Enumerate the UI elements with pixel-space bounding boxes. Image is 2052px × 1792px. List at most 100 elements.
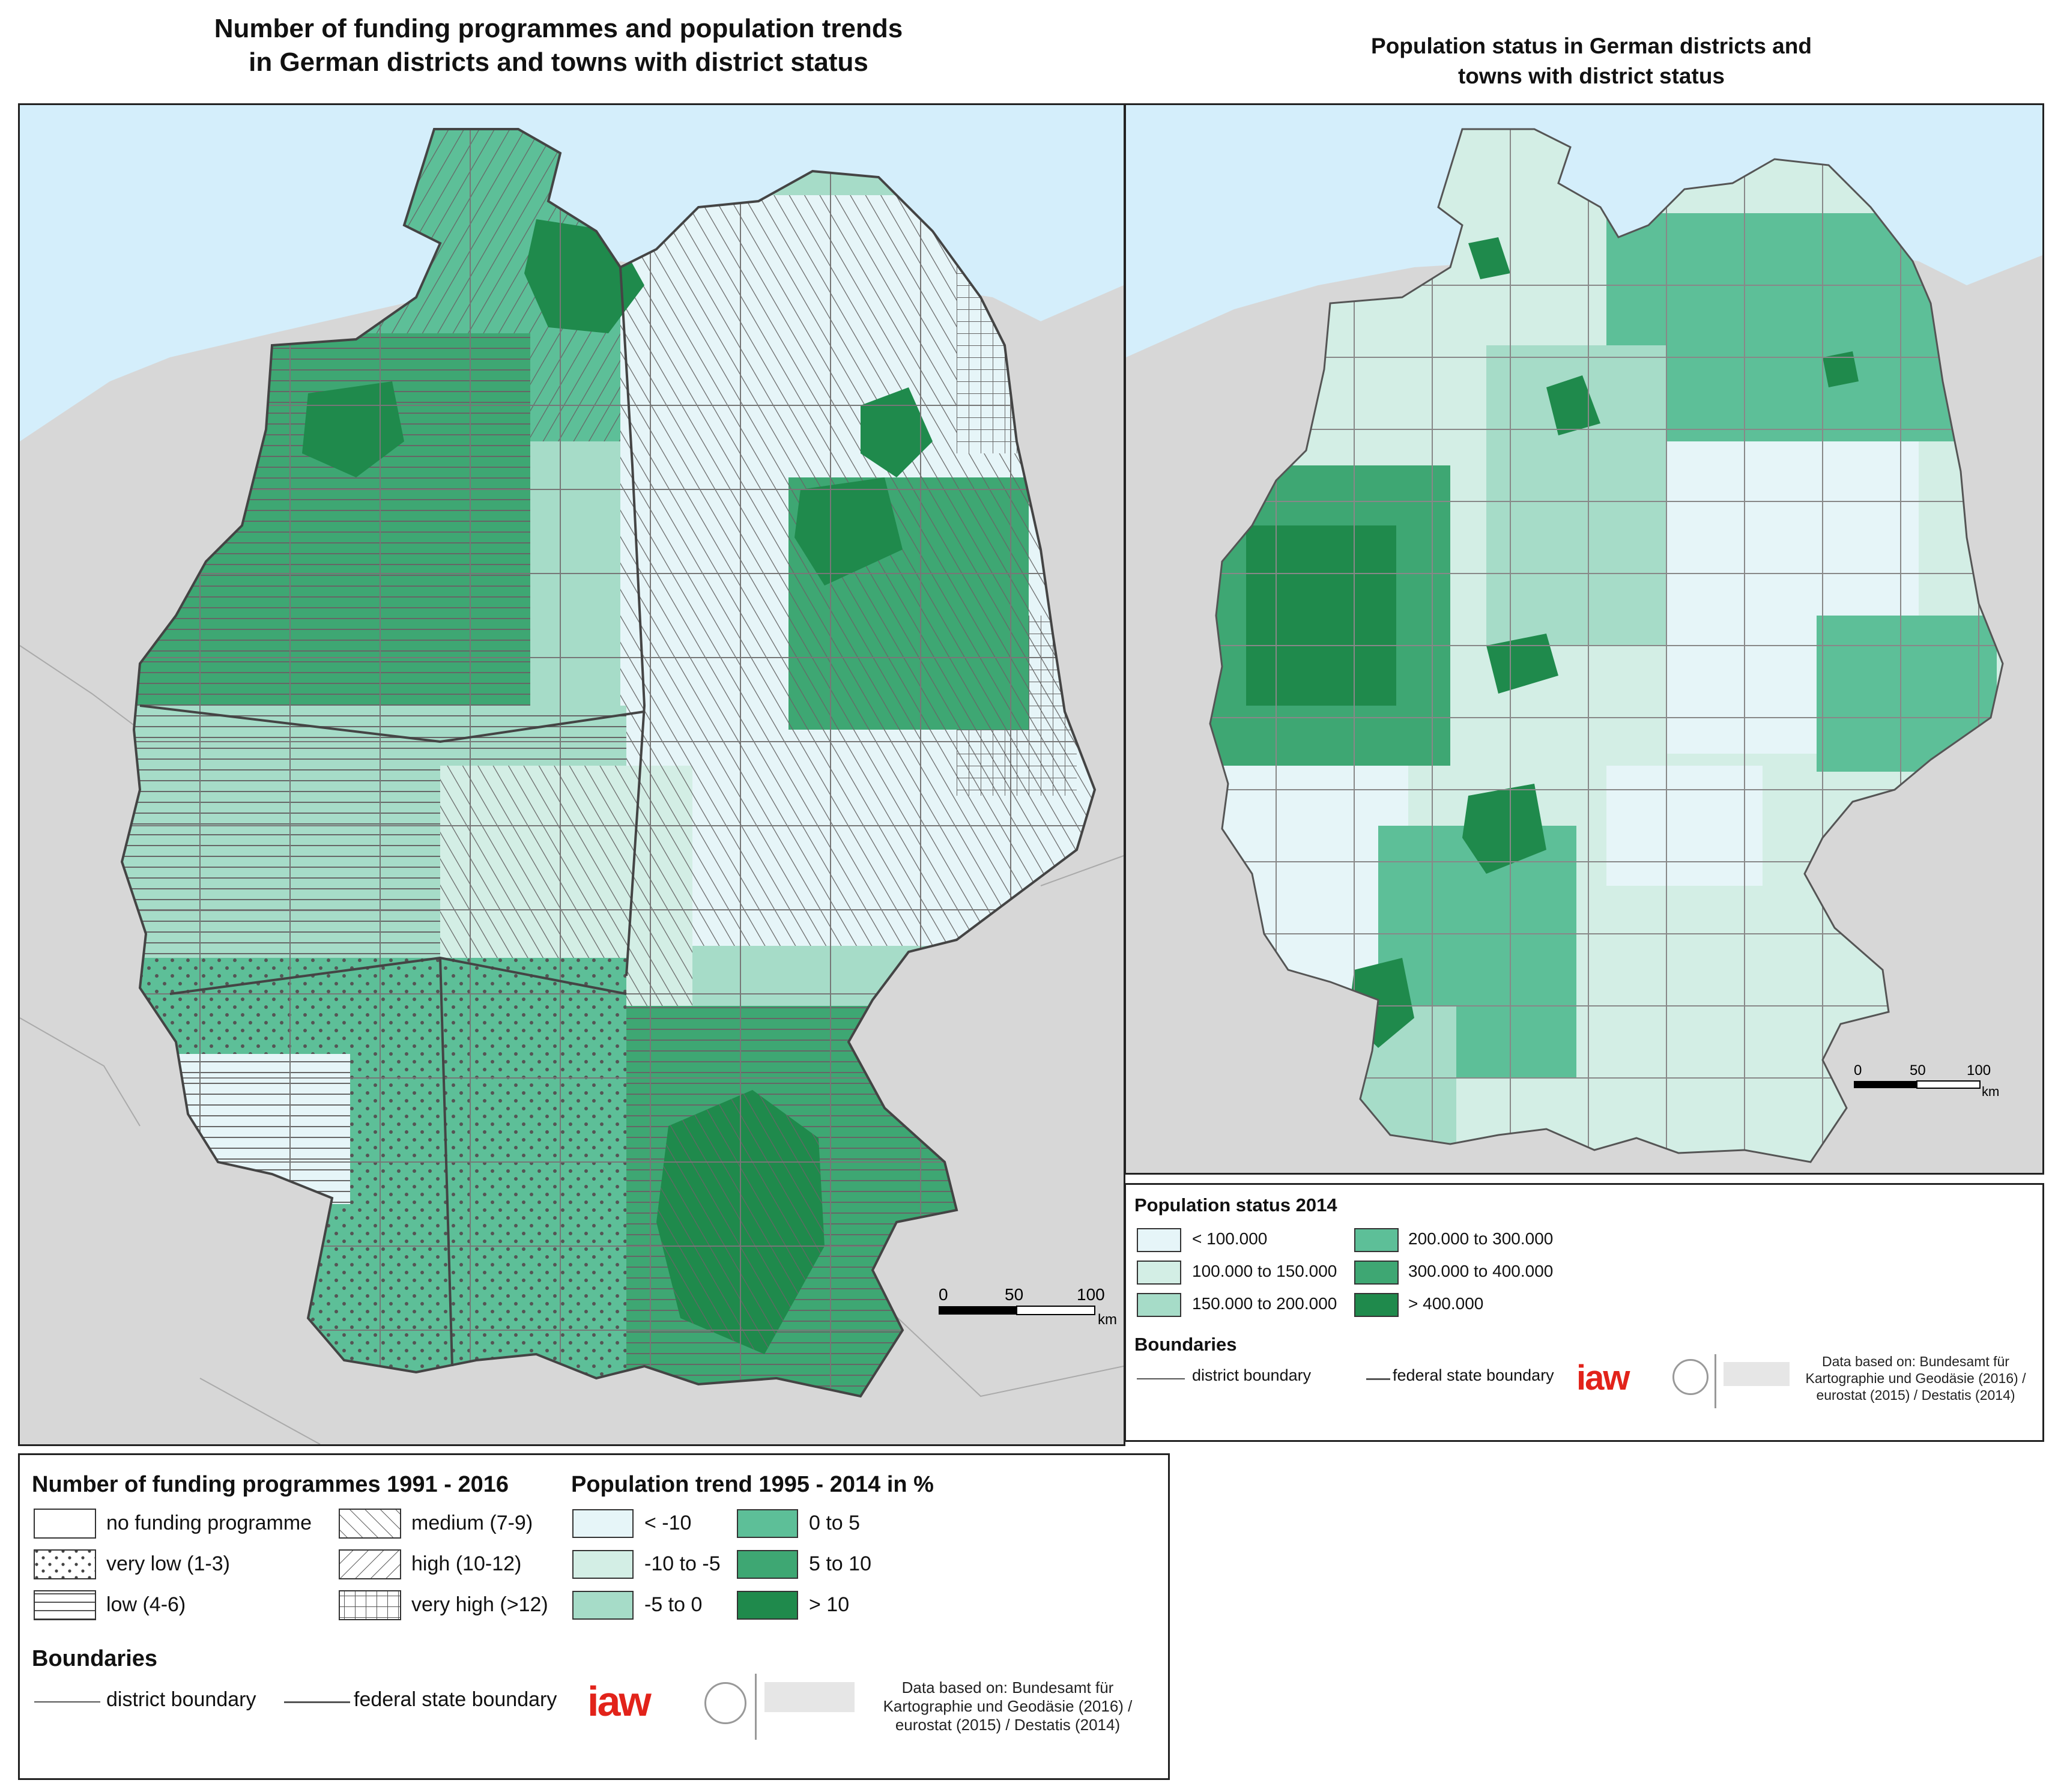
right-scale-label-0: 0 — [1854, 1062, 1862, 1079]
region-stuttgart — [1462, 784, 1546, 874]
right-source-text: Data based on: Bundesamt für Kartographi… — [1793, 1353, 2039, 1403]
left-boundaries-heading: Boundaries — [32, 1646, 158, 1671]
right-geography-logo — [1724, 1362, 1790, 1386]
swatch-low — [34, 1590, 96, 1620]
right-title-line1: Population status in German districts an… — [1371, 34, 1812, 58]
pop-swatch-6 — [1354, 1293, 1399, 1317]
region-berlin-right — [1823, 351, 1859, 387]
pop-label-1: < 100.000 — [1192, 1229, 1268, 1248]
left-state-label: federal state boundary — [354, 1688, 557, 1711]
trend-swatch-4 — [737, 1509, 798, 1538]
pop-label-2: 100.000 to 150.000 — [1192, 1262, 1337, 1280]
funding-label-high: high (10-12) — [411, 1552, 522, 1575]
right-scale-bar: 0 50 100 km — [1854, 1062, 1999, 1099]
left-iaw-logo: iaw — [587, 1678, 652, 1725]
pop-swatch-3 — [1137, 1293, 1181, 1317]
left-scale-label-100: 100 — [1077, 1285, 1105, 1304]
right-institute-logo-icon — [1672, 1359, 1708, 1395]
region-hamburg-right — [1468, 237, 1510, 279]
trend-swatch-6 — [737, 1591, 798, 1620]
left-state-line — [284, 1701, 350, 1703]
right-boundaries-heading: Boundaries — [1134, 1334, 1237, 1355]
right-state-label: federal state boundary — [1390, 1366, 1554, 1385]
funding-legend-heading: Number of funding programmes 1991 - 2016 — [32, 1472, 509, 1497]
funding-label-none: no funding programme — [106, 1512, 312, 1534]
funding-label-very-low: very low (1-3) — [106, 1552, 230, 1575]
funding-trend-legend: Number of funding programmes 1991 - 2016… — [18, 1453, 1170, 1780]
neighbour-borders — [20, 645, 1124, 1444]
trend-label-3: -5 to 0 — [644, 1593, 703, 1616]
pop-label-3: 150.000 to 200.000 — [1192, 1294, 1337, 1313]
trend-label-2: -10 to -5 — [644, 1552, 721, 1575]
swatch-medium — [339, 1509, 401, 1539]
swatch-no-funding — [34, 1509, 96, 1539]
funding-trend-map: 0 50 100 km — [18, 103, 1125, 1446]
trend-legend-heading: Population trend 1995 - 2014 in % — [571, 1472, 934, 1497]
region-frankfurt — [1486, 634, 1558, 694]
swatch-very-high — [339, 1590, 401, 1620]
left-logo-divider — [755, 1674, 757, 1740]
left-source-text: Data based on: Bundesamt für Kartographi… — [861, 1678, 1155, 1734]
pop-swatch-1 — [1137, 1228, 1181, 1252]
right-source-line1: Data based on: Bundesamt für — [1822, 1354, 2009, 1369]
right-logo-divider — [1715, 1354, 1716, 1408]
right-district-line — [1137, 1378, 1185, 1379]
region-berlin-north — [861, 387, 933, 477]
right-map-title: Population status in German districts an… — [1141, 31, 2042, 91]
pop-swatch-5 — [1354, 1261, 1399, 1285]
region-berlin-west — [794, 477, 903, 586]
region-ruhr — [1246, 525, 1396, 706]
funding-label-low: low (4-6) — [106, 1593, 186, 1616]
left-scale-unit: km — [1098, 1312, 1117, 1328]
left-source-line3: eurostat (2015) / Destatis (2014) — [895, 1716, 1121, 1734]
pop-swatch-4 — [1354, 1228, 1399, 1252]
trend-label-4: 0 to 5 — [809, 1512, 861, 1534]
funding-label-medium: medium (7-9) — [411, 1512, 533, 1534]
left-district-label: district boundary — [106, 1688, 256, 1711]
trend-swatch-1 — [572, 1509, 634, 1538]
district-boundaries — [122, 129, 1095, 1396]
left-scale-label-0: 0 — [939, 1285, 948, 1304]
right-district-label: district boundary — [1192, 1366, 1312, 1384]
left-district-line — [34, 1701, 100, 1703]
left-title-line2: in German districts and towns with distr… — [249, 47, 868, 77]
right-source-line2: Kartographie und Geodäsie (2016) / — [1805, 1370, 2026, 1386]
trend-label-5: 5 to 10 — [809, 1552, 871, 1575]
region-hannover — [1546, 375, 1600, 435]
state-boundaries — [120, 128, 1097, 1398]
district-boundaries-right — [1210, 129, 2003, 1162]
pop-label-5: 300.000 to 400.000 — [1408, 1262, 1554, 1280]
funding-label-very-high: very high (>12) — [411, 1593, 548, 1616]
population-legend-heading: Population status 2014 — [1134, 1194, 1337, 1215]
right-scale-label-50: 50 — [1910, 1062, 1926, 1079]
funding-pattern-swatches — [34, 1509, 401, 1620]
swatch-high — [339, 1549, 401, 1579]
pop-label-4: 200.000 to 300.000 — [1408, 1229, 1554, 1248]
left-source-line1: Data based on: Bundesamt für — [901, 1678, 1114, 1697]
trend-swatch-2 — [572, 1550, 634, 1579]
trend-swatch-3 — [572, 1591, 634, 1620]
trend-label-6: > 10 — [809, 1593, 850, 1616]
right-iaw-logo: iaw — [1576, 1358, 1630, 1397]
left-scale-bar: 0 50 100 km — [939, 1285, 1117, 1328]
swatch-very-low — [34, 1549, 96, 1579]
left-geography-logo — [764, 1682, 855, 1712]
left-institute-logo-icon — [704, 1682, 746, 1724]
trend-swatch-5 — [737, 1550, 798, 1579]
population-status-map-svg: 0 50 100 km — [1126, 105, 2042, 1173]
pop-label-6: > 400.000 — [1408, 1294, 1484, 1313]
population-status-legend: Population status 2014 < 100.000 100.000… — [1124, 1183, 2044, 1442]
left-source-line2: Kartographie und Geodäsie (2016) / — [883, 1697, 1133, 1715]
right-source-line3: eurostat (2015) / Destatis (2014) — [1816, 1387, 2015, 1403]
right-scale-label-100: 100 — [1967, 1062, 1991, 1079]
left-scale-label-50: 50 — [1005, 1285, 1023, 1304]
right-title-line2: towns with district status — [1457, 64, 1725, 88]
germany-border-right — [1209, 128, 2004, 1163]
funding-trend-map-svg: 0 50 100 km — [20, 105, 1124, 1444]
left-title-line1: Number of funding programmes and populat… — [214, 14, 903, 43]
right-scale-unit: km — [1982, 1084, 1999, 1099]
pop-swatch-2 — [1137, 1261, 1181, 1285]
left-map-title: Number of funding programmes and populat… — [90, 12, 1027, 79]
trend-label-1: < -10 — [644, 1512, 692, 1534]
region-franconia — [1606, 766, 1763, 886]
